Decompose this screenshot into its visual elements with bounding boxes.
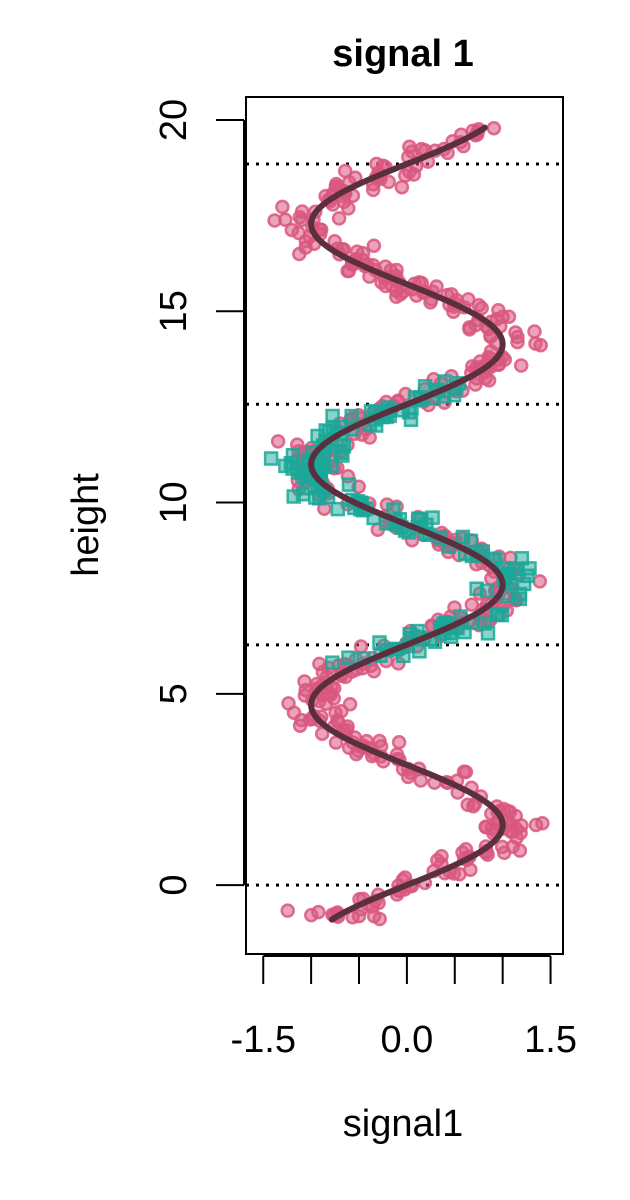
x-tick-label: -1.5 bbox=[230, 1019, 295, 1061]
data-point bbox=[481, 373, 497, 388]
data-point bbox=[314, 726, 330, 742]
data-point bbox=[458, 764, 474, 780]
data-point bbox=[412, 644, 427, 659]
data-point bbox=[286, 705, 302, 721]
data-point bbox=[372, 911, 387, 927]
x-axis: -1.5 0.0 1.5 bbox=[230, 955, 577, 1061]
data-point bbox=[394, 179, 410, 195]
data-point bbox=[353, 639, 369, 654]
data-point bbox=[341, 201, 356, 216]
data-point bbox=[325, 655, 340, 670]
x-axis-label: signal1 bbox=[343, 1103, 463, 1145]
data-point bbox=[323, 687, 338, 703]
data-point bbox=[372, 635, 387, 650]
x-tick-label: 1.5 bbox=[524, 1019, 577, 1061]
data-point bbox=[494, 607, 509, 623]
data-point bbox=[381, 174, 396, 190]
y-axis: 0 5 10 15 20 bbox=[153, 99, 245, 896]
data-point bbox=[510, 334, 525, 350]
data-point bbox=[328, 735, 344, 750]
plot-frame bbox=[245, 96, 564, 955]
data-point bbox=[464, 597, 480, 612]
data-point bbox=[468, 317, 483, 333]
y-tick-label: 0 bbox=[153, 875, 195, 896]
data-point bbox=[280, 903, 295, 918]
data-point bbox=[275, 199, 290, 215]
data-point bbox=[446, 387, 462, 403]
data-point bbox=[429, 279, 444, 294]
y-tick-label: 15 bbox=[153, 290, 195, 332]
data-point bbox=[386, 502, 401, 517]
reference-lines bbox=[246, 162, 563, 887]
data-point bbox=[468, 377, 483, 392]
data-point bbox=[330, 501, 346, 517]
data-point bbox=[311, 904, 326, 920]
data-point bbox=[335, 448, 350, 463]
trend-curve bbox=[308, 124, 506, 923]
data-point bbox=[341, 650, 356, 665]
data-point bbox=[342, 696, 358, 712]
y-tick-label: 10 bbox=[153, 481, 195, 523]
data-point bbox=[466, 798, 481, 814]
y-axis-label: height bbox=[65, 473, 107, 577]
data-point bbox=[500, 803, 516, 819]
data-point bbox=[527, 324, 542, 339]
data-point bbox=[298, 480, 314, 496]
data-point bbox=[483, 344, 499, 359]
data-point bbox=[494, 839, 510, 855]
data-point bbox=[516, 576, 532, 592]
data-point bbox=[341, 477, 357, 492]
data-point bbox=[512, 843, 528, 858]
data-point bbox=[267, 213, 282, 228]
data-point bbox=[263, 451, 279, 466]
data-point bbox=[291, 225, 306, 241]
data-point bbox=[283, 455, 299, 471]
data-point bbox=[469, 581, 484, 596]
data-point bbox=[434, 848, 449, 864]
data-point bbox=[292, 718, 308, 733]
data-point bbox=[532, 574, 548, 589]
data-point bbox=[411, 511, 426, 526]
data-point bbox=[513, 358, 529, 373]
data-point bbox=[351, 908, 367, 924]
data-point bbox=[270, 434, 286, 449]
data-point bbox=[398, 168, 413, 183]
data-point bbox=[294, 204, 310, 219]
data-point bbox=[372, 733, 387, 749]
data-point bbox=[480, 626, 496, 641]
data-point bbox=[404, 144, 420, 159]
data-point bbox=[337, 163, 353, 179]
data-point bbox=[366, 238, 382, 253]
y-tick-label: 20 bbox=[153, 99, 195, 141]
data-point bbox=[533, 338, 548, 353]
data-point bbox=[474, 300, 489, 316]
y-tick-label: 5 bbox=[153, 683, 195, 704]
data-point bbox=[365, 182, 381, 198]
data-point bbox=[362, 430, 377, 445]
data-point bbox=[535, 816, 550, 831]
data-point bbox=[331, 211, 347, 226]
x-tick-label: 0.0 bbox=[380, 1019, 433, 1061]
data-point bbox=[513, 825, 528, 841]
data-point bbox=[509, 561, 525, 577]
data-point bbox=[391, 735, 407, 750]
data-point bbox=[312, 656, 327, 672]
data-point bbox=[486, 120, 502, 136]
data-point bbox=[417, 379, 433, 394]
chart-title: signal 1 bbox=[332, 33, 474, 75]
